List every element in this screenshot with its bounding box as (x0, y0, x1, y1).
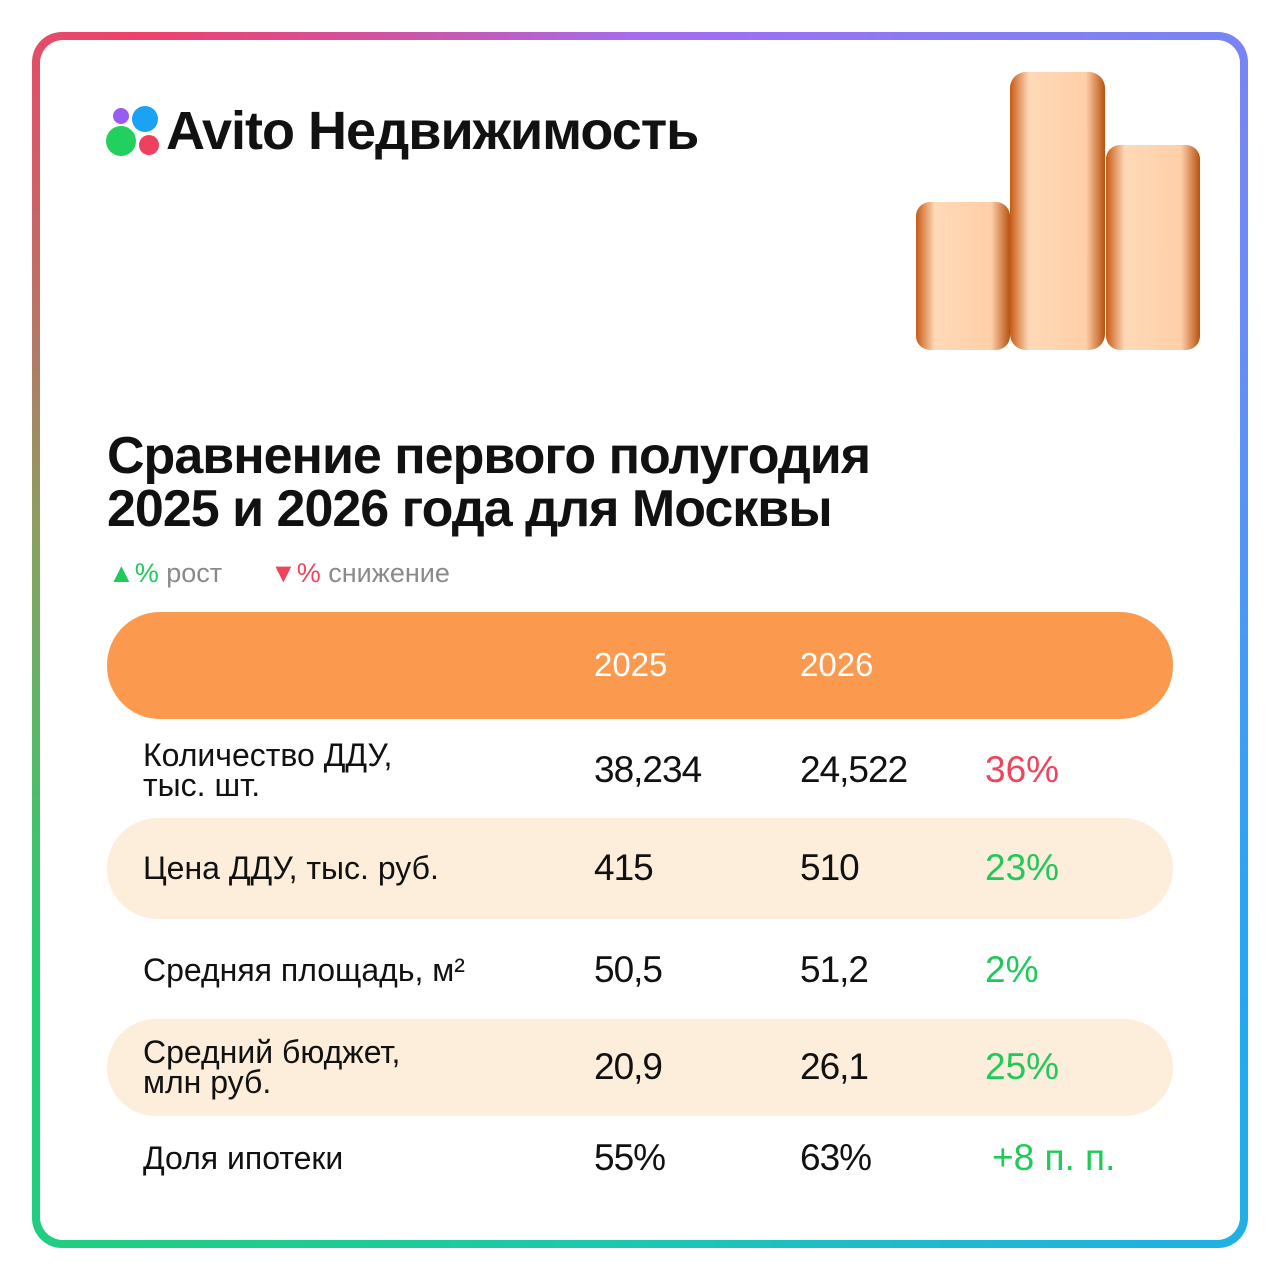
row-label: Цена ДДУ, тыс. руб. (143, 850, 439, 886)
cell-2025: 38,234 (594, 749, 702, 790)
change: 23% (985, 847, 1060, 888)
row-band (107, 818, 1173, 919)
legend-down: ▼% снижение (270, 558, 450, 588)
row-label: Средняя площадь, м² (143, 952, 465, 988)
decor-bars (916, 72, 1200, 350)
change: +8 п. п. (992, 1137, 1116, 1178)
row-band (107, 1019, 1173, 1116)
header-cell: 2026 (800, 646, 874, 683)
change: 2% (985, 949, 1039, 990)
cell-2026: 510 (800, 847, 860, 888)
logo (106, 106, 159, 156)
header-bar (107, 612, 1173, 719)
change: 36% (985, 749, 1060, 790)
row-label: Доля ипотеки (143, 1140, 344, 1176)
cell-2025: 415 (594, 847, 654, 888)
cell-2025: 55% (594, 1137, 666, 1178)
cell-2026: 51,2 (800, 949, 869, 990)
row-label: Средний бюджет, млн руб. (143, 1034, 401, 1100)
cell-2025: 20,9 (594, 1046, 663, 1087)
change: 25% (985, 1046, 1060, 1087)
title-line: Сравнение первого полугодия (107, 427, 871, 485)
cell-2026: 63% (800, 1137, 872, 1178)
brand: Avito Недвижимость (166, 101, 699, 161)
title-line: 2025 и 2026 года для Москвы (107, 480, 833, 538)
row-label: Количество ДДУ, тыс. шт. (143, 737, 393, 803)
legend-up: ▲% рост (108, 558, 223, 588)
cell-2026: 26,1 (800, 1046, 869, 1087)
cell-2025: 50,5 (594, 949, 663, 990)
header-cell: 2025 (594, 646, 668, 683)
cell-2026: 24,522 (800, 749, 908, 790)
